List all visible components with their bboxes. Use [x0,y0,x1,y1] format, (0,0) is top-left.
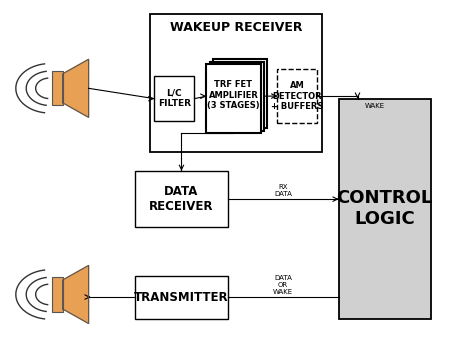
Polygon shape [63,265,89,324]
Bar [136,276,228,318]
Text: TRF FET
AMPLIFIER
(3 STAGES): TRF FET AMPLIFIER (3 STAGES) [207,80,260,110]
Bar [136,171,228,227]
Bar [52,277,63,312]
Bar [206,64,261,133]
Text: AM
DETECTOR
+ BUFFERS: AM DETECTOR + BUFFERS [271,81,323,111]
Text: CONTROL
LOGIC: CONTROL LOGIC [337,189,433,228]
Text: DATA
RECEIVER: DATA RECEIVER [149,185,214,213]
Text: DATA
OR
WAKE: DATA OR WAKE [273,275,293,295]
Text: RX
DATA: RX DATA [274,185,292,197]
Bar [155,76,194,121]
Bar [52,71,63,106]
Bar [338,99,431,318]
Text: L/C
FILTER: L/C FILTER [158,89,191,108]
Text: WAKEUP RECEIVER: WAKEUP RECEIVER [170,21,302,33]
Text: WAKE: WAKE [365,103,385,109]
Text: TRANSMITTER: TRANSMITTER [134,290,229,304]
Bar [150,14,322,152]
Bar [213,59,267,128]
Bar [210,62,264,130]
Polygon shape [63,59,89,117]
Bar [277,69,318,123]
